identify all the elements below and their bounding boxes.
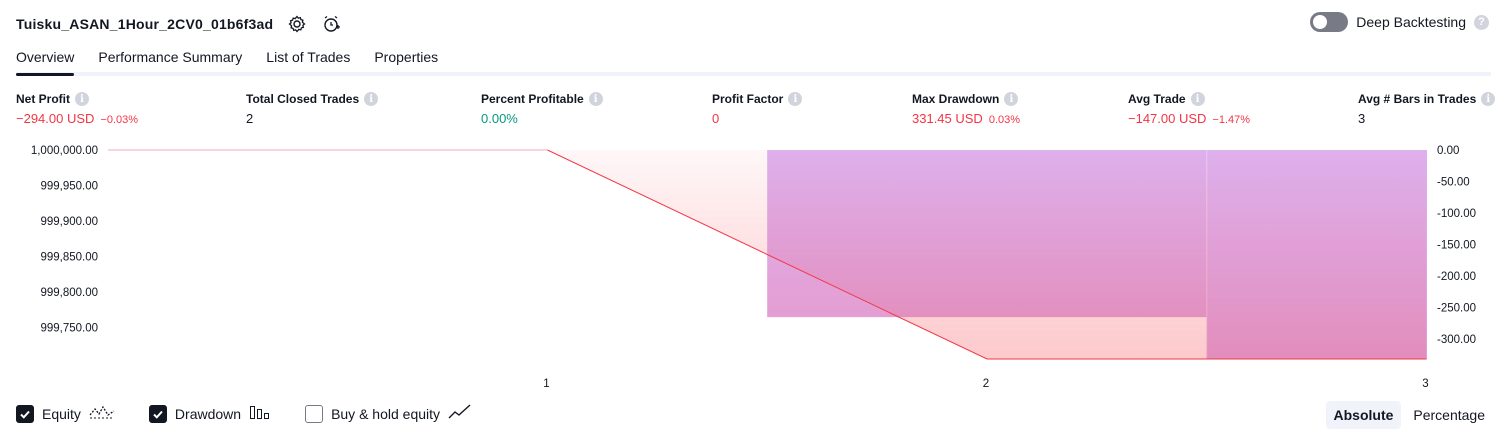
stat-label: Avg Trade	[1128, 92, 1186, 106]
stat-value: −294.00 USD	[16, 111, 95, 126]
right-axis-tick: -200.00	[1437, 271, 1476, 283]
x-axis-tick: 3	[1422, 378, 1428, 390]
deep-backtesting-toggle[interactable]	[1310, 12, 1349, 32]
info-icon[interactable]: i	[75, 92, 89, 106]
left-axis-tick: 999,950.00	[40, 181, 98, 193]
buy-hold-line-icon	[448, 403, 472, 424]
tab-properties[interactable]: Properties	[374, 49, 439, 65]
legend-label: Drawdown	[174, 405, 242, 422]
right-axis-tick: -300.00	[1437, 334, 1476, 346]
mode-percentage[interactable]: Percentage	[1413, 407, 1485, 423]
drawdown-bars-icon	[249, 403, 271, 424]
deep-backtesting: Deep Backtesting ?	[1310, 12, 1489, 32]
stat-sub: −0.03%	[100, 114, 139, 126]
drawdown-checkbox[interactable]	[148, 404, 167, 423]
stat-value: 2	[246, 111, 254, 126]
left-axis-tick: 999,850.00	[40, 252, 98, 264]
report-tabs: Overview Performance Summary List of Tra…	[16, 44, 1491, 76]
stat-value: 0.00%	[481, 111, 518, 126]
stats-row: Net Profit i −294.00 USD −0.03% Total Clos…	[16, 92, 1496, 132]
strategy-header: Tuisku_ASAN_1Hour_2CV0_01b6f3ad	[16, 10, 341, 38]
stat-avg-bars-in-trades: Avg # Bars in Trades i 3	[1358, 92, 1496, 126]
equity-checkbox[interactable]	[16, 404, 34, 423]
stat-avg-trade: Avg Trade i −147.00 USD −1.47%	[1128, 92, 1250, 126]
tab-overview[interactable]: Overview	[16, 44, 75, 76]
stat-value: −147.00 USD	[1128, 111, 1207, 126]
stat-value: 3	[1358, 111, 1366, 126]
toggle-knob	[1313, 15, 1328, 29]
stat-label: Profit Factor	[712, 92, 784, 106]
stat-profit-factor: Profit Factor i 0	[712, 92, 803, 126]
buy-hold-checkbox[interactable]	[305, 404, 324, 423]
left-axis-tick: 1,000,000.00	[31, 145, 98, 157]
info-icon[interactable]: i	[588, 92, 603, 106]
info-icon[interactable]: i	[1190, 92, 1205, 106]
legend-label: Equity	[42, 405, 81, 422]
stat-value: 331.45 USD	[912, 111, 983, 126]
legend-equity[interactable]: Equity	[16, 403, 115, 424]
drawdown-equity-overlap	[1206, 150, 1427, 359]
legend-label: Buy & hold equity	[331, 405, 441, 422]
right-axis-tick: 0.00	[1437, 145, 1459, 157]
info-icon[interactable]: i	[788, 92, 803, 106]
deep-backtesting-label: Deep Backtesting	[1356, 14, 1466, 30]
stat-label: Net Profit	[16, 92, 70, 106]
stat-net-profit: Net Profit i −294.00 USD −0.03%	[16, 92, 138, 126]
scale-mode-switch: Absolute Percentage	[1325, 401, 1494, 429]
strategy-title: Tuisku_ASAN_1Hour_2CV0_01b6f3ad	[16, 16, 274, 32]
tab-performance-summary[interactable]: Performance Summary	[98, 49, 243, 65]
stat-label: Total Closed Trades	[246, 92, 360, 106]
stat-label: Avg # Bars in Trades	[1358, 92, 1477, 106]
drawdown-equity-overlap	[767, 150, 1207, 318]
equity-layer	[108, 149, 1427, 360]
stat-label: Max Drawdown	[912, 92, 1000, 106]
right-axis: 0.00 -50.00 -100.00 -150.00 -200.00 -250.00 -3…	[1437, 145, 1476, 346]
info-icon[interactable]: i	[364, 92, 379, 106]
info-icon[interactable]: i	[1004, 92, 1019, 106]
mode-absolute[interactable]: Absolute	[1325, 401, 1402, 429]
right-axis-tick: -150.00	[1437, 240, 1476, 252]
chart-legend: Equity Drawdown Buy & hold equity	[16, 403, 506, 424]
alarm-add-icon[interactable]	[321, 14, 341, 34]
legend-buy-hold[interactable]: Buy & hold equity	[305, 403, 472, 424]
stat-sub: −1.47%	[1212, 114, 1251, 126]
equity-line-icon	[89, 403, 115, 424]
left-axis-tick: 999,900.00	[40, 216, 98, 228]
stat-percent-profitable: Percent Profitable i 0.00%	[481, 92, 603, 126]
x-axis-tick: 2	[983, 378, 989, 390]
info-icon[interactable]: i	[1481, 92, 1496, 106]
stat-label: Percent Profitable	[481, 92, 584, 106]
legend-drawdown[interactable]: Drawdown	[148, 403, 271, 424]
left-axis-tick: 999,750.00	[40, 323, 98, 335]
right-axis-tick: -50.00	[1437, 177, 1470, 189]
left-axis: 1,000,000.00 999,950.00 999,900.00 999,850.…	[31, 145, 98, 335]
stat-sub: 0.03%	[988, 114, 1021, 126]
gear-icon[interactable]	[287, 14, 307, 34]
x-axis-tick: 1	[543, 378, 549, 390]
stat-total-closed-trades: Total Closed Trades i 2	[246, 92, 379, 126]
left-axis-tick: 999,800.00	[40, 287, 98, 299]
tab-list-of-trades[interactable]: List of Trades	[266, 49, 351, 65]
right-axis-tick: -250.00	[1437, 303, 1476, 315]
right-axis-tick: -100.00	[1437, 208, 1476, 220]
stat-value: 0	[712, 111, 720, 126]
stat-max-drawdown: Max Drawdown i 331.45 USD 0.03%	[912, 92, 1020, 126]
help-icon[interactable]: ?	[1474, 14, 1489, 30]
equity-chart[interactable]: 1,000,000.00 999,950.00 999,900.00 999,850.…	[0, 140, 1507, 395]
x-axis: 1 2 3	[543, 378, 1428, 390]
